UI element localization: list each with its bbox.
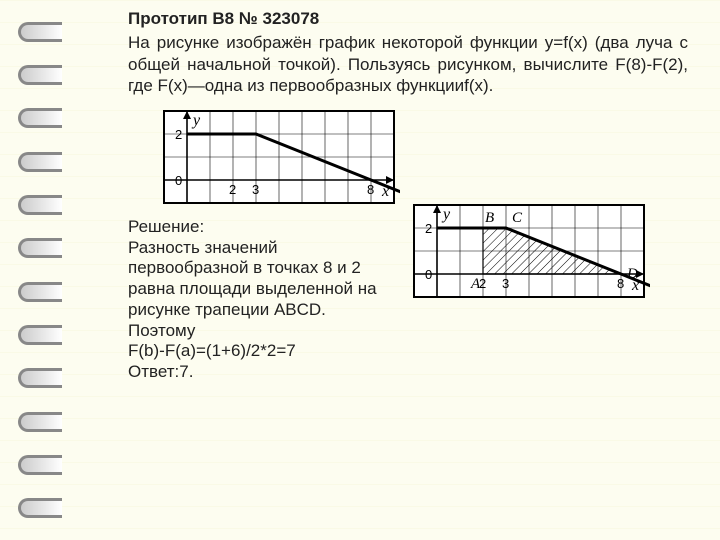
svg-text:8: 8	[367, 182, 374, 197]
solution-answer: Ответ:7.	[128, 362, 398, 383]
solution-body: Разность значений первообразной в точках…	[128, 238, 398, 342]
solution-heading: Решение:	[128, 217, 398, 238]
graph-1: 2 3 8 0 2 x y	[158, 105, 400, 209]
svg-text:y: y	[441, 206, 451, 223]
svg-text:A: A	[470, 276, 481, 292]
svg-text:x: x	[381, 183, 389, 200]
svg-text:8: 8	[617, 276, 624, 291]
svg-text:C: C	[512, 210, 523, 226]
svg-text:B: B	[485, 210, 494, 226]
graph-2: 23802xyABCD	[408, 199, 650, 303]
solution-block: Решение: Разность значений первообразной…	[128, 217, 398, 383]
svg-text:0: 0	[175, 173, 182, 188]
svg-text:y: y	[191, 112, 201, 129]
solution-formula: F(b)-F(a)=(1+6)/2*2=7	[128, 341, 398, 362]
svg-text:2: 2	[175, 127, 182, 142]
problem-text: На рисунке изображён график некоторой фу…	[128, 32, 688, 97]
svg-text:3: 3	[252, 182, 259, 197]
svg-text:2: 2	[229, 182, 236, 197]
svg-text:D: D	[626, 266, 638, 282]
content-area: Прототип B8 № 323078 На рисунке изображё…	[128, 8, 688, 383]
problem-title: Прототип B8 № 323078	[128, 8, 688, 30]
svg-text:3: 3	[502, 276, 509, 291]
svg-text:0: 0	[425, 267, 432, 282]
graph-2-wrap: 23802xyABCD	[408, 199, 650, 303]
graph-1-wrap: 2 3 8 0 2 x y	[158, 105, 688, 209]
svg-text:2: 2	[425, 221, 432, 236]
spiral-binding	[18, 10, 78, 530]
